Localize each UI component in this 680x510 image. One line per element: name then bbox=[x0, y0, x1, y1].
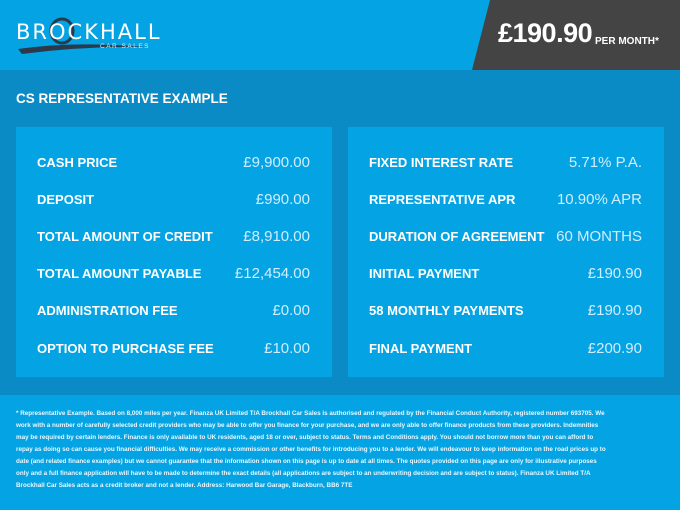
row-label: REPRESENTATIVE APR bbox=[369, 191, 516, 207]
logo-tagline: CAR SALES bbox=[100, 43, 150, 50]
representative-example-section: CS REPRESENTATIVE EXAMPLE CASH PRICE £9,9… bbox=[0, 70, 680, 395]
finance-row: DEPOSIT £990.00 bbox=[37, 189, 310, 209]
finance-row: CASH PRICE £9,900.00 bbox=[37, 152, 310, 172]
row-value: £10.00 bbox=[264, 339, 310, 357]
disclaimer-text: * Representative Example. Based on 8,000… bbox=[16, 410, 606, 489]
row-label: INITIAL PAYMENT bbox=[369, 266, 480, 282]
logo-swoosh-icon bbox=[18, 17, 146, 54]
row-label: TOTAL AMOUNT OF CREDIT bbox=[37, 228, 213, 244]
logo-brand: BROCKHALL bbox=[16, 20, 162, 44]
row-value: 60 MONTHS bbox=[556, 227, 642, 245]
row-label: CASH PRICE bbox=[37, 154, 118, 170]
row-label: DURATION OF AGREEMENT bbox=[369, 228, 545, 244]
brockhall-logo[interactable]: BROCKHALL CAR SALES bbox=[14, 14, 160, 58]
finance-row: FINAL PAYMENT £200.90 bbox=[369, 338, 642, 358]
monthly-price-badge: £190.90 PER MONTH* bbox=[472, 0, 680, 70]
row-value: £12,454.00 bbox=[234, 265, 310, 283]
finance-row: FIXED INTEREST RATE 5.71% P.A. bbox=[369, 152, 642, 172]
row-value: £190.90 bbox=[587, 302, 642, 320]
row-value: £200.90 bbox=[587, 339, 642, 357]
row-label: ADMINISTRATION FEE bbox=[37, 303, 178, 319]
section-title: CS REPRESENTATIVE EXAMPLE bbox=[16, 91, 228, 106]
finance-row: OPTION TO PURCHASE FEE £10.00 bbox=[37, 338, 310, 358]
row-label: 58 MONTHLY PAYMENTS bbox=[369, 303, 524, 319]
row-value: £0.00 bbox=[272, 302, 310, 320]
finance-summary-left: CASH PRICE £9,900.00 DEPOSIT £990.00 TOTAL A… bbox=[16, 127, 332, 377]
finance-row: 58 MONTHLY PAYMENTS £190.90 bbox=[369, 301, 642, 321]
finance-row: TOTAL AMOUNT OF CREDIT £8,910.00 bbox=[37, 226, 310, 246]
monthly-price: £190.90 bbox=[498, 18, 593, 48]
row-value: 5.71% P.A. bbox=[568, 153, 642, 171]
finance-row: INITIAL PAYMENT £190.90 bbox=[369, 264, 642, 284]
row-label: FINAL PAYMENT bbox=[369, 340, 473, 356]
row-value: £990.00 bbox=[255, 190, 310, 208]
row-label: DEPOSIT bbox=[37, 191, 95, 207]
finance-row: REPRESENTATIVE APR 10.90% APR bbox=[369, 189, 642, 209]
row-label: FIXED INTEREST RATE bbox=[369, 154, 514, 170]
finance-summary-right: FIXED INTEREST RATE 5.71% P.A. REPRESENTAT… bbox=[348, 127, 664, 377]
row-label: TOTAL AMOUNT PAYABLE bbox=[37, 266, 202, 282]
header: BROCKHALL CAR SALES £190.90 PER MONTH* bbox=[0, 0, 680, 70]
finance-row: DURATION OF AGREEMENT 60 MONTHS bbox=[369, 226, 642, 246]
per-month-label: PER MONTH* bbox=[595, 36, 659, 47]
finance-row: ADMINISTRATION FEE £0.00 bbox=[37, 301, 310, 321]
finance-row: TOTAL AMOUNT PAYABLE £12,454.00 bbox=[37, 264, 310, 284]
row-value: £8,910.00 bbox=[243, 227, 310, 245]
row-value: £190.90 bbox=[587, 265, 642, 283]
row-value: £9,900.00 bbox=[243, 153, 310, 171]
row-value: 10.90% APR bbox=[556, 190, 642, 208]
row-label: OPTION TO PURCHASE FEE bbox=[37, 340, 214, 356]
